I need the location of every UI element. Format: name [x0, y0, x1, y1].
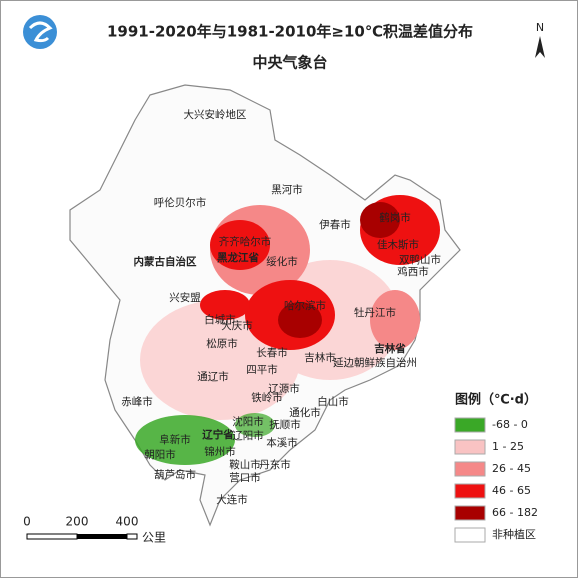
logo-mark	[28, 21, 53, 43]
legend-label: -68 - 0	[492, 418, 528, 431]
place-label: 营口市	[229, 471, 261, 484]
place-label: 佳木斯市	[377, 238, 419, 251]
place-label: 哈尔滨市	[284, 299, 326, 312]
legend-swatch	[454, 461, 486, 477]
place-label: 绥化市	[266, 255, 298, 268]
heat-area	[210, 220, 270, 270]
place-label: 鞍山市	[229, 458, 261, 471]
place-label: 辽阳市	[232, 429, 264, 442]
place-label: 白山市	[317, 395, 349, 408]
place-label: 内蒙古自治区	[134, 255, 197, 268]
place-label: 鸡西市	[397, 265, 429, 278]
place-label: 松原市	[206, 337, 238, 350]
place-label: 沈阳市	[232, 415, 264, 428]
scale-label: 400	[116, 515, 139, 529]
place-label: 双鸭山市	[399, 253, 441, 266]
place-label: 大兴安岭地区	[184, 108, 247, 121]
legend-swatch	[454, 527, 486, 543]
place-label: 大连市	[216, 493, 248, 506]
place-label: 辽宁省	[202, 428, 234, 441]
place-label: 大庆市	[221, 319, 253, 332]
place-label: 吉林市	[304, 351, 336, 364]
place-label: 四平市	[246, 363, 278, 376]
legend-swatch	[454, 417, 486, 433]
cool-area	[135, 415, 235, 465]
region	[69, 84, 461, 527]
legend-swatch	[454, 505, 486, 521]
place-label: 通辽市	[197, 370, 229, 383]
place-label: 丹东市	[259, 458, 291, 471]
north-arrow	[535, 36, 545, 58]
place-label: 白城市	[204, 313, 236, 326]
place-label: 黑河市	[271, 183, 303, 196]
scale-bar	[126, 533, 138, 540]
place-label: 赤峰市	[121, 395, 153, 408]
legend-label: 非种植区	[492, 527, 536, 541]
subtitle: 中央气象台	[252, 54, 327, 72]
place-label: 本溪市	[266, 436, 298, 449]
north-label: N	[536, 21, 544, 34]
legend-title: 图例（℃·d）	[455, 392, 537, 408]
cool-area	[235, 413, 275, 437]
place-label: 抚顺市	[269, 418, 301, 431]
place-label: 黑龙江省	[217, 251, 259, 264]
scale-label: 200	[66, 515, 89, 529]
place-label: 牡丹江市	[354, 306, 396, 319]
place-label: 朝阳市	[144, 448, 176, 461]
legend-label: 1 - 25	[492, 440, 524, 453]
scale-unit: 公里	[142, 531, 166, 545]
scale-label: 0	[23, 515, 31, 529]
legend-swatch	[454, 483, 486, 499]
place-label: 锦州市	[204, 445, 236, 458]
place-label: 吉林省	[374, 342, 406, 355]
scale-bar	[26, 533, 78, 540]
place-label: 延边朝鲜族自治州	[333, 356, 417, 369]
heat-area	[360, 202, 400, 238]
place-label: 呼伦贝尔市	[154, 196, 207, 209]
place-label: 辽源市	[268, 382, 300, 395]
place-label: 伊春市	[319, 218, 351, 231]
place-label: 兴安盟	[169, 291, 201, 304]
place-label: 通化市	[289, 406, 321, 419]
place-label: 齐齐哈尔市	[219, 235, 272, 248]
scale-bar	[77, 534, 127, 539]
place-label: 鹤岗市	[379, 211, 411, 224]
heat-area	[200, 290, 250, 320]
logo	[23, 15, 57, 49]
title: 1991-2020年与1981-2010年≥10℃积温差值分布	[107, 23, 473, 41]
place-label: 长春市	[256, 346, 288, 359]
place-label: 葫芦岛市	[154, 468, 196, 481]
legend-label: 66 - 182	[492, 506, 538, 519]
legend-swatch	[454, 439, 486, 455]
place-label: 铁岭市	[251, 391, 283, 404]
heat-area	[370, 290, 420, 350]
legend-label: 46 - 65	[492, 484, 531, 497]
place-label: 阜新市	[159, 433, 191, 446]
legend: 图例（℃·d） -68 - 0 1 - 25 26 - 45 46 - 65 66 - …	[447, 385, 567, 550]
heat-area	[278, 302, 322, 338]
legend-label: 26 - 45	[492, 462, 531, 475]
